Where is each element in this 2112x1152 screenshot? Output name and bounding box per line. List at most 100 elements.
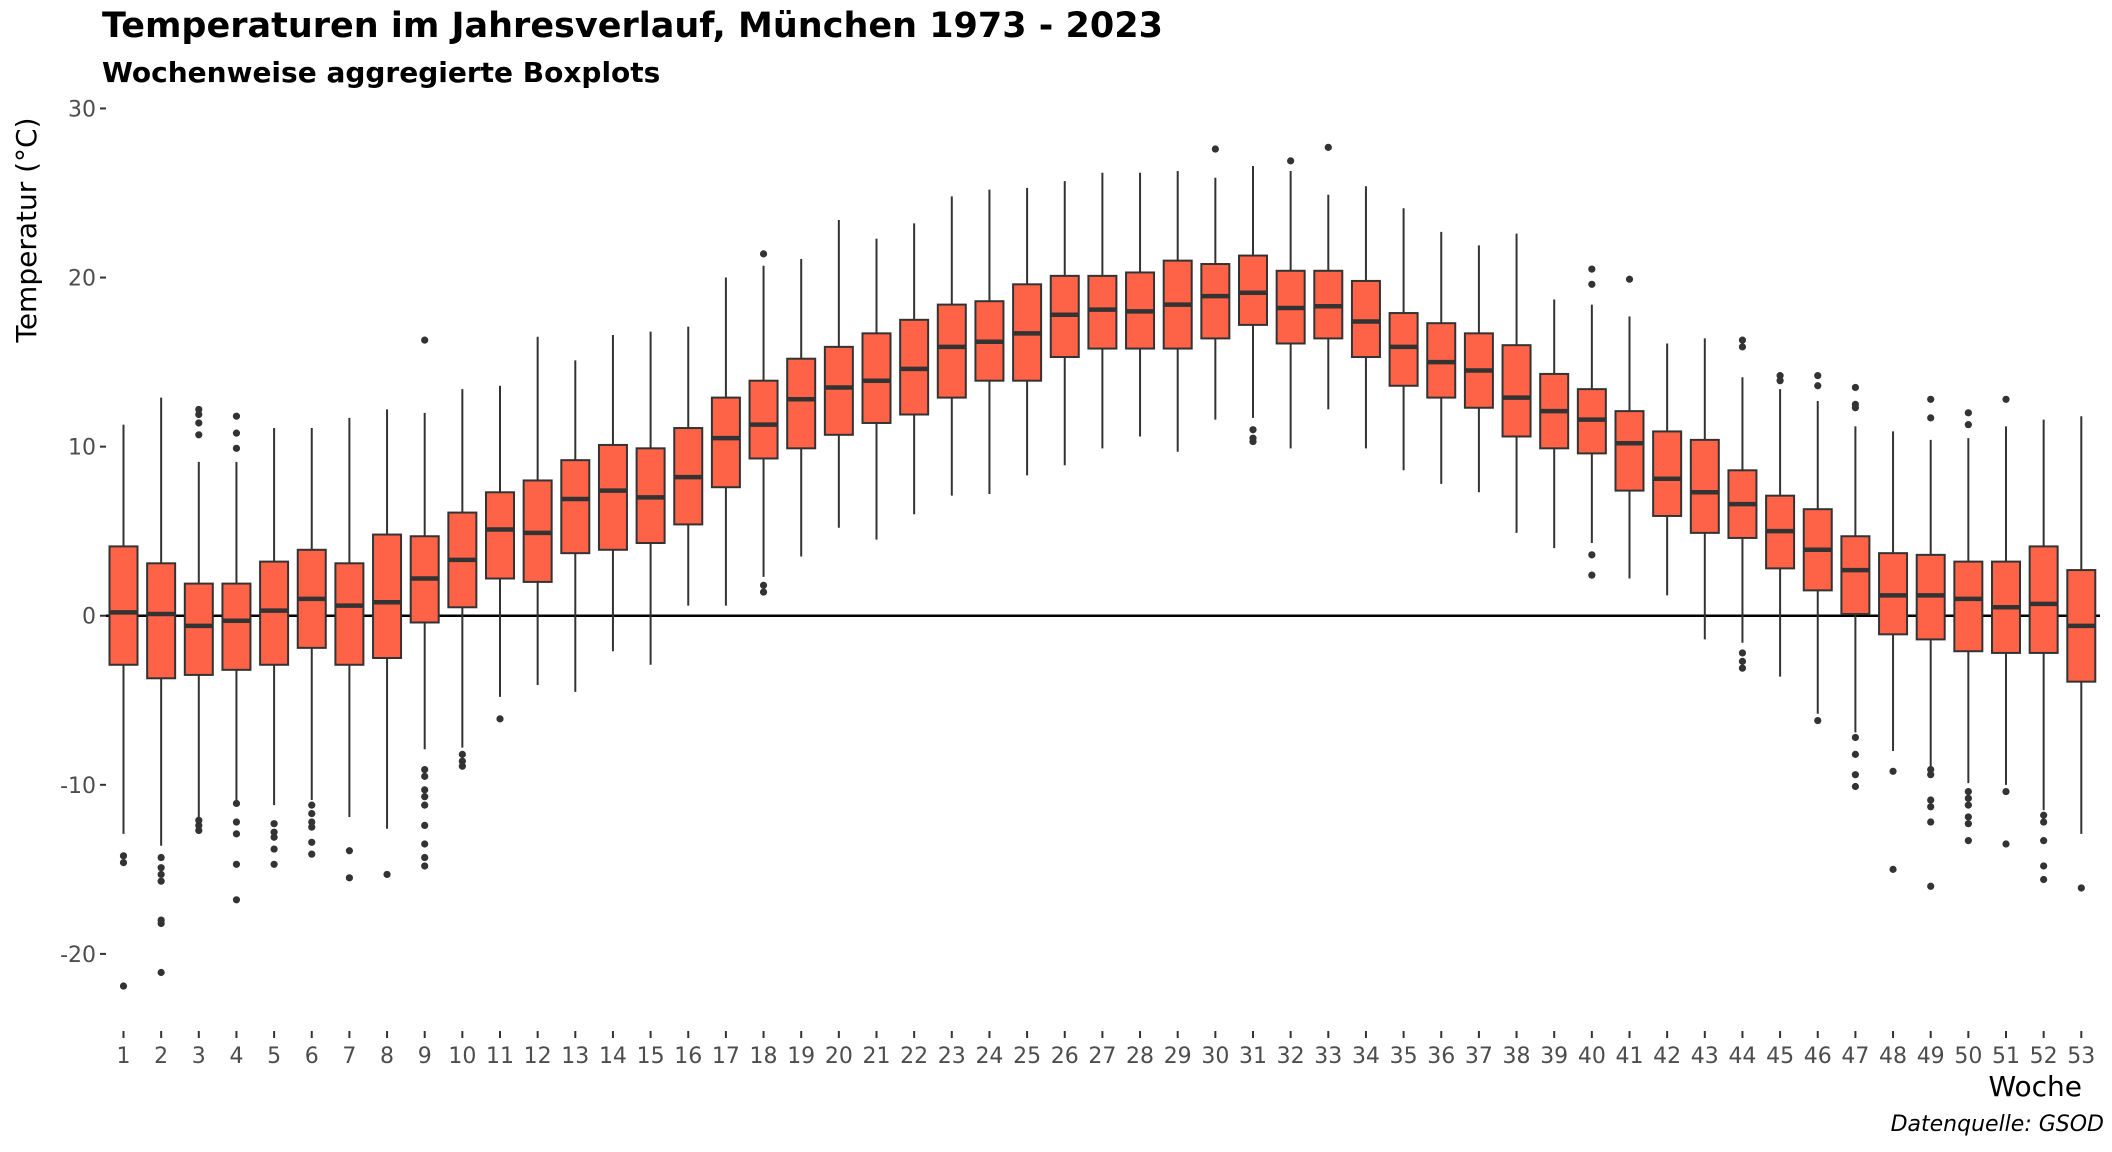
box-iqr: [1953, 560, 1984, 653]
outlier-point: [1588, 265, 1596, 273]
x-tick-label: 10: [448, 1044, 476, 1069]
outlier-point: [421, 786, 429, 794]
box-week-29: [1162, 171, 1193, 452]
box-week-53: [2066, 416, 2097, 892]
outlier-point: [1851, 733, 1859, 742]
outlier-point: [270, 860, 278, 868]
box-week-3: [183, 405, 214, 835]
x-tick-label: 50: [1954, 1044, 1982, 1069]
x-axis-title: Woche: [1988, 1070, 2082, 1103]
outlier-point: [232, 412, 241, 420]
x-tick-label: 18: [750, 1044, 778, 1069]
x-tick-label: 5: [267, 1044, 281, 1069]
outlier-point: [421, 862, 429, 870]
x-tick-label: 24: [975, 1044, 1003, 1069]
outlier-point: [421, 853, 429, 862]
x-tick-label: 38: [1503, 1044, 1531, 1069]
x-tick-label: 27: [1088, 1044, 1116, 1069]
outlier-point: [232, 429, 241, 437]
y-tick-label: 30: [68, 97, 96, 122]
x-tick-label: 1: [117, 1044, 131, 1069]
outlier-point: [1588, 551, 1596, 559]
outlier-point: [1889, 767, 1897, 775]
x-tick-label: 8: [380, 1044, 394, 1069]
outlier-point: [1964, 794, 1972, 802]
box-week-27: [1087, 172, 1118, 449]
outlier-point: [119, 859, 128, 867]
box-iqr: [1200, 263, 1231, 340]
y-tick-label: 10: [68, 436, 96, 461]
box-week-33: [1313, 143, 1344, 410]
x-tick-label: 16: [674, 1044, 702, 1069]
outlier-point: [421, 801, 429, 809]
box-week-10: [447, 389, 478, 770]
box-week-26: [1049, 181, 1080, 466]
box-week-9: [409, 336, 440, 870]
outlier-point: [421, 821, 429, 830]
box-week-7: [334, 417, 365, 882]
x-tick-label: 26: [1051, 1044, 1079, 1069]
y-tick-label: -20: [60, 943, 96, 968]
outlier-point: [2040, 875, 2048, 884]
box-week-47: [1840, 383, 1871, 791]
outlier-point: [759, 588, 768, 596]
outlier-point: [308, 850, 316, 858]
outlier-point: [1851, 383, 1859, 392]
box-week-45: [1765, 372, 1796, 677]
x-tick-label: 21: [863, 1044, 891, 1069]
y-tick-label: 20: [68, 267, 96, 292]
box-week-1: [108, 424, 139, 990]
outlier-point: [1738, 649, 1747, 657]
box-week-28: [1125, 172, 1156, 437]
x-tick-label: 34: [1352, 1044, 1380, 1069]
outlier-point: [157, 853, 165, 862]
outlier-point: [383, 870, 391, 879]
outlier-point: [1851, 750, 1859, 758]
x-tick-label: 14: [599, 1044, 627, 1069]
box-iqr: [560, 459, 591, 555]
outlier-point: [232, 444, 241, 452]
outlier-point: [157, 968, 165, 977]
box-iqr: [2028, 545, 2059, 654]
x-tick-label: 48: [1879, 1044, 1907, 1069]
x-tick-label: 30: [1201, 1044, 1229, 1069]
box-week-25: [1012, 187, 1043, 476]
x-tick-label: 2: [154, 1044, 168, 1069]
outlier-point: [195, 826, 203, 835]
x-tick-label: 6: [305, 1044, 319, 1069]
box-week-18: [748, 250, 779, 596]
outlier-point: [2040, 862, 2048, 870]
outlier-point: [232, 860, 241, 868]
outlier-point: [759, 581, 768, 589]
x-tick-label: 51: [1992, 1044, 2020, 1069]
box-week-38: [1501, 233, 1532, 533]
box-week-49: [1915, 395, 1946, 890]
outlier-point: [270, 833, 278, 841]
outlier-point: [421, 840, 429, 848]
box-iqr: [1689, 438, 1720, 534]
box-iqr: [1501, 344, 1532, 438]
box-iqr: [710, 396, 741, 489]
x-tick-label: 32: [1277, 1044, 1305, 1069]
box-week-20: [823, 220, 854, 528]
outlier-point: [1851, 771, 1859, 779]
outlier-point: [1776, 377, 1784, 385]
outlier-point: [1738, 336, 1747, 344]
y-axis: -20 -10 0 10 20 30: [60, 97, 106, 968]
chart-subtitle: Wochenweise aggregierte Boxplots: [102, 56, 661, 89]
outlier-point: [2002, 787, 2010, 796]
box-week-52: [2028, 419, 2059, 884]
x-tick-label: 39: [1540, 1044, 1568, 1069]
box-iqr: [1614, 410, 1645, 492]
outlier-point: [1814, 382, 1822, 390]
x-axis: 1 2 3 4 5 6 7 8 9 10 11 12 13 14 15 16 17 18 19 20 21 22 23 24 2…: [117, 1031, 2095, 1069]
outlier-point: [421, 336, 429, 344]
outlier-point: [308, 809, 316, 818]
box-iqr: [334, 562, 365, 666]
x-tick-label: 23: [938, 1044, 966, 1069]
box-iqr: [259, 560, 290, 666]
box-week-36: [1426, 231, 1457, 484]
box-week-32: [1275, 157, 1306, 449]
outlier-point: [1927, 414, 1935, 422]
outlier-point: [1964, 813, 1972, 821]
